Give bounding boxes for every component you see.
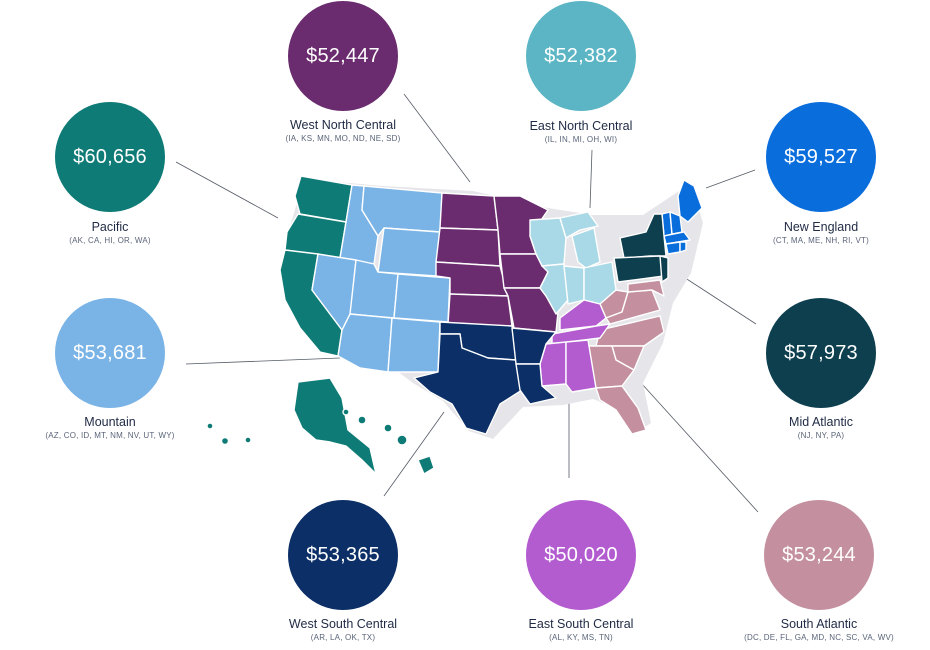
- state-arkansas: [511, 327, 557, 365]
- bubble-new-england: $59,527: [766, 102, 876, 212]
- leader-line-west-south-central: [383, 411, 445, 497]
- bubble-south-atlantic: $53,244: [764, 500, 874, 610]
- region-name-mid-atlantic: Mid Atlantic: [789, 415, 853, 429]
- state-kansas: [447, 293, 513, 327]
- state-alaska: [293, 377, 377, 475]
- state-colorado: [393, 273, 451, 323]
- bubble-pacific: $60,656: [55, 102, 165, 212]
- label-mid-atlantic: Mid Atlantic (NJ, NY, PA): [711, 415, 930, 440]
- label-new-england: New England (CT, MA, ME, NH, RI, VT): [711, 220, 930, 245]
- state-new-mexico: [387, 317, 441, 373]
- state-alabama: [565, 339, 597, 393]
- leader-line-new-england: [705, 169, 756, 189]
- leader-lines: [175, 93, 759, 513]
- state-connecticut: [665, 241, 681, 255]
- region-name-west-south-central: West South Central: [288, 617, 398, 631]
- region-name-mountain: Mountain: [84, 415, 136, 429]
- label-mountain: Mountain (AZ, CO, ID, MT, NM, NV, UT, WY…: [0, 415, 220, 440]
- west-south-central-states: [413, 321, 557, 435]
- state-north-dakota: [439, 192, 499, 231]
- label-west-north-central: West North Central (IA, KS, MN, MO, ND, …: [233, 118, 453, 143]
- alaska-island-4: [357, 415, 367, 425]
- region-states-pacific: (AK, CA, HI, OR, WA): [69, 236, 151, 245]
- leader-line-south-atlantic: [641, 383, 759, 513]
- region-states-east-south-central: (AL, KY, MS, TN): [549, 633, 613, 642]
- alaska-island-7: [342, 408, 350, 416]
- alaska-island-2: [220, 436, 230, 446]
- state-texas: [413, 333, 523, 435]
- value-east-north-central: $52,382: [544, 44, 618, 67]
- state-indiana: [563, 265, 585, 305]
- value-west-south-central: $53,365: [306, 543, 380, 566]
- value-pacific: $60,656: [73, 145, 147, 168]
- region-name-pacific: Pacific: [91, 220, 129, 234]
- value-mountain: $53,681: [73, 341, 147, 364]
- state-hawaii: [417, 455, 435, 475]
- state-rhode-island: [679, 241, 687, 253]
- new-england-states: [661, 179, 703, 255]
- bubble-west-south-central: $53,365: [288, 500, 398, 610]
- bubble-east-south-central: $50,020: [526, 500, 636, 610]
- label-east-north-central: East North Central (IL, IN, MI, OH, WI): [471, 119, 691, 144]
- state-new-jersey: [659, 255, 669, 283]
- alaska-island-5: [383, 423, 393, 433]
- bubble-mountain: $53,681: [55, 298, 165, 408]
- state-tennessee: [551, 323, 611, 345]
- state-montana: [361, 185, 443, 237]
- region-name-west-north-central: West North Central: [289, 118, 397, 132]
- east-north-central-states: [529, 211, 617, 315]
- bubble-west-north-central: $52,447: [288, 1, 398, 111]
- state-louisiana: [515, 363, 557, 405]
- state-maryland-delaware: [627, 279, 665, 297]
- state-arizona: [337, 313, 393, 373]
- leader-line-west-north-central: [403, 93, 471, 183]
- leader-line-pacific: [175, 161, 279, 219]
- label-pacific: Pacific (AK, CA, HI, OR, WA): [0, 220, 220, 245]
- west-north-central-states: [435, 192, 559, 333]
- state-south-dakota: [435, 227, 501, 267]
- value-east-south-central: $50,020: [544, 543, 618, 566]
- value-west-north-central: $52,447: [306, 44, 380, 67]
- value-new-england: $59,527: [784, 145, 858, 168]
- label-east-south-central: East South Central (AL, KY, MS, TN): [471, 617, 691, 642]
- alaska-island-6: [396, 434, 408, 446]
- state-kentucky: [559, 299, 607, 331]
- bubble-mid-atlantic: $57,973: [766, 298, 876, 408]
- region-states-new-england: (CT, MA, ME, NH, RI, VT): [773, 236, 869, 245]
- alaska-island-1: [206, 422, 214, 430]
- pacific-states: [206, 175, 435, 475]
- state-massachusetts: [663, 231, 691, 245]
- region-name-east-north-central: East North Central: [529, 119, 633, 133]
- region-name-new-england: New England: [783, 220, 859, 234]
- region-states-east-north-central: (IL, IN, MI, OH, WI): [544, 135, 618, 144]
- state-wyoming: [377, 227, 441, 277]
- region-states-west-south-central: (AR, LA, OK, TX): [310, 633, 376, 642]
- leader-line-mountain: [185, 357, 341, 365]
- mountain-states: [311, 184, 451, 373]
- value-south-atlantic: $53,244: [782, 543, 856, 566]
- mid-atlantic-states: [613, 213, 669, 283]
- region-name-south-atlantic: South Atlantic: [780, 617, 858, 631]
- region-states-west-north-central: (IA, KS, MN, MO, ND, NE, SD): [285, 134, 401, 143]
- label-west-south-central: West South Central (AR, LA, OK, TX): [233, 617, 453, 642]
- state-michigan: [559, 211, 601, 269]
- region-states-south-atlantic: (DC, DE, FL, GA, MD, NC, SC, VA, WV): [744, 633, 894, 642]
- region-states-mountain: (AZ, CO, ID, MT, NM, NV, UT, WY): [45, 431, 175, 440]
- label-south-atlantic: South Atlantic (DC, DE, FL, GA, MD, NC, …: [709, 617, 929, 642]
- alaska-island-3: [244, 436, 252, 444]
- region-states-mid-atlantic: (NJ, NY, PA): [797, 431, 845, 440]
- leader-line-mid-atlantic: [675, 271, 757, 325]
- bubble-east-north-central: $52,382: [526, 1, 636, 111]
- state-florida: [595, 385, 647, 435]
- east-south-central-states: [539, 299, 611, 393]
- value-mid-atlantic: $57,973: [784, 341, 858, 364]
- leader-line-east-north-central: [589, 149, 593, 209]
- region-name-east-south-central: East South Central: [528, 617, 634, 631]
